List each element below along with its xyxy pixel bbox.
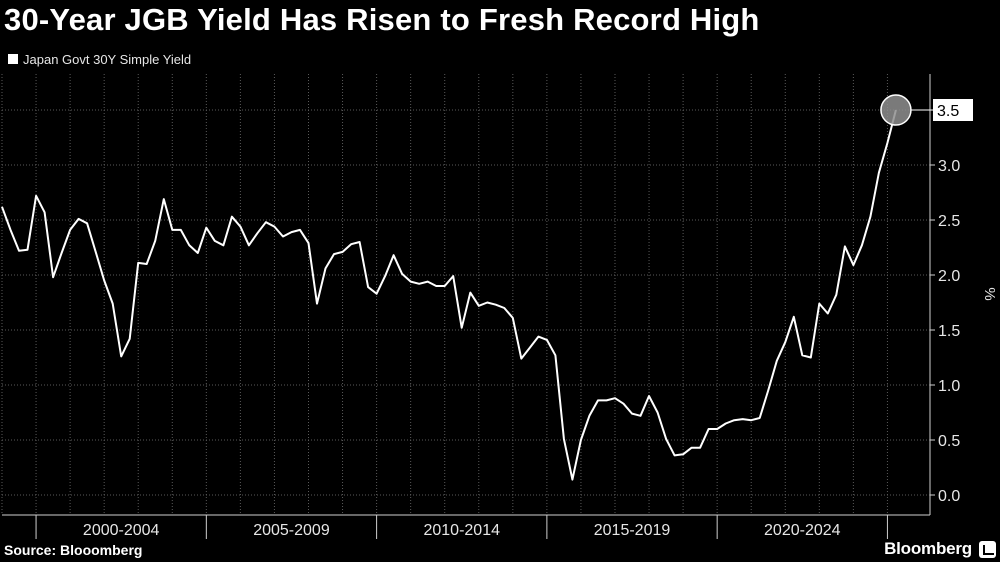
source-note: Source: Blooomberg bbox=[4, 542, 143, 558]
x-tick-label: 2015-2019 bbox=[594, 522, 671, 539]
chart-title: 30-Year JGB Yield Has Risen to Fresh Rec… bbox=[4, 2, 760, 37]
bloomberg-chart-icon bbox=[979, 541, 996, 558]
gridlines bbox=[1, 74, 930, 515]
y-tick-label: 1.0 bbox=[938, 378, 960, 395]
legend-swatch bbox=[8, 54, 18, 64]
y-axis-unit-label: % bbox=[981, 287, 998, 300]
x-tick-label: 2010-2014 bbox=[423, 522, 500, 539]
last-point-marker bbox=[880, 94, 912, 126]
series-line bbox=[1, 109, 897, 481]
x-tick-label: 2020-2024 bbox=[764, 522, 841, 539]
series-layer bbox=[1, 109, 897, 481]
y-tick-label: 0.5 bbox=[938, 433, 960, 450]
y-tick-label: 2.0 bbox=[938, 268, 960, 285]
last-value-box bbox=[933, 99, 973, 121]
y-tick-label: 2.5 bbox=[938, 213, 960, 230]
brand-wordmark: Bloomberg bbox=[884, 539, 972, 558]
axes: 0.0 0.5 1.0 1.5 2.0 2.5 3.0 3.5 2000-2004 2005-20… bbox=[2, 74, 998, 539]
x-tick-label: 2000-2004 bbox=[83, 522, 160, 539]
x-tick-label: 2005-2009 bbox=[253, 522, 330, 539]
y-tick-label: 3.0 bbox=[938, 158, 960, 175]
y-tick-label: 0.0 bbox=[938, 488, 960, 505]
legend-label: Japan Govt 30Y Simple Yield bbox=[23, 51, 192, 67]
legend: Japan Govt 30Y Simple Yield bbox=[8, 51, 191, 67]
value-labels: 3.5 bbox=[880, 94, 973, 126]
last-value-label: 3.5 bbox=[937, 103, 959, 120]
y-tick-label: 1.5 bbox=[938, 323, 960, 340]
